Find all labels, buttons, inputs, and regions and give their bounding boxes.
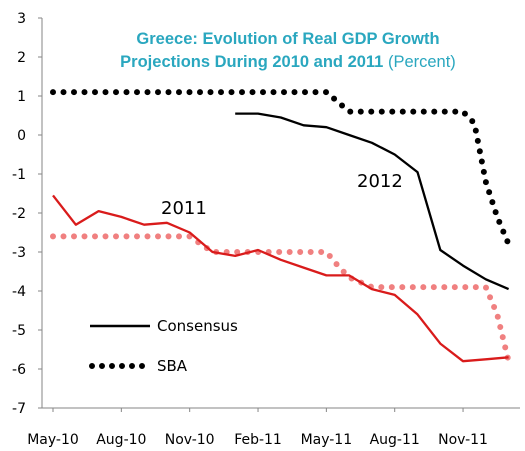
x-tick-label: Feb-11: [234, 432, 282, 448]
x-tick-labels: May-10 Aug-10 Nov-10 Feb-11 May-11 Aug-11 Nov-…: [27, 432, 488, 448]
y-tick-label: -2: [12, 206, 26, 222]
y-tick-label: 0: [17, 128, 26, 144]
chart-title-line2: Projections During 2010 and 2011 (Percen…: [120, 53, 456, 71]
y-tick-label: -1: [12, 167, 26, 183]
y-tick-labels: 3 2 1 0 -1 -2 -3 -4 -5 -6 -7: [12, 11, 26, 417]
y-tick-label: 3: [17, 11, 26, 27]
y-tick-label: 1: [17, 89, 26, 105]
y-tick-label: 2: [17, 50, 26, 66]
series-2011-consensus: [52, 194, 509, 363]
x-tick-label: Nov-10: [165, 432, 215, 448]
y-tick-label: -4: [12, 284, 26, 300]
series-2011-sba: [50, 233, 512, 365]
axes: [38, 17, 520, 412]
legend-sba-label: SBA: [157, 357, 188, 375]
legend: Consensus SBA: [89, 317, 238, 375]
x-tick-label: Aug-11: [370, 432, 420, 448]
y-tick-label: -5: [12, 323, 26, 339]
annotation-2012: 2012: [357, 171, 403, 192]
series-2012-consensus: [235, 112, 510, 291]
x-tick-label: Aug-10: [96, 432, 146, 448]
series-layer: [50, 89, 512, 365]
y-tick-label: -7: [12, 401, 26, 417]
x-tick-label: May-10: [27, 432, 79, 448]
chart-title-line1: Greece: Evolution of Real GDP Growth: [136, 30, 439, 48]
series-2012-sba: [50, 89, 512, 248]
annotation-2011: 2011: [161, 198, 207, 219]
y-tick-label: -3: [12, 245, 26, 261]
chart-title-main: Projections During 2010 and 2011: [120, 53, 383, 71]
x-tick-label: Nov-11: [438, 432, 488, 448]
x-tick-label: May-11: [301, 432, 353, 448]
legend-consensus-label: Consensus: [157, 317, 238, 335]
chart-title-unit: (Percent): [388, 53, 456, 71]
y-tick-label: -6: [12, 362, 26, 378]
